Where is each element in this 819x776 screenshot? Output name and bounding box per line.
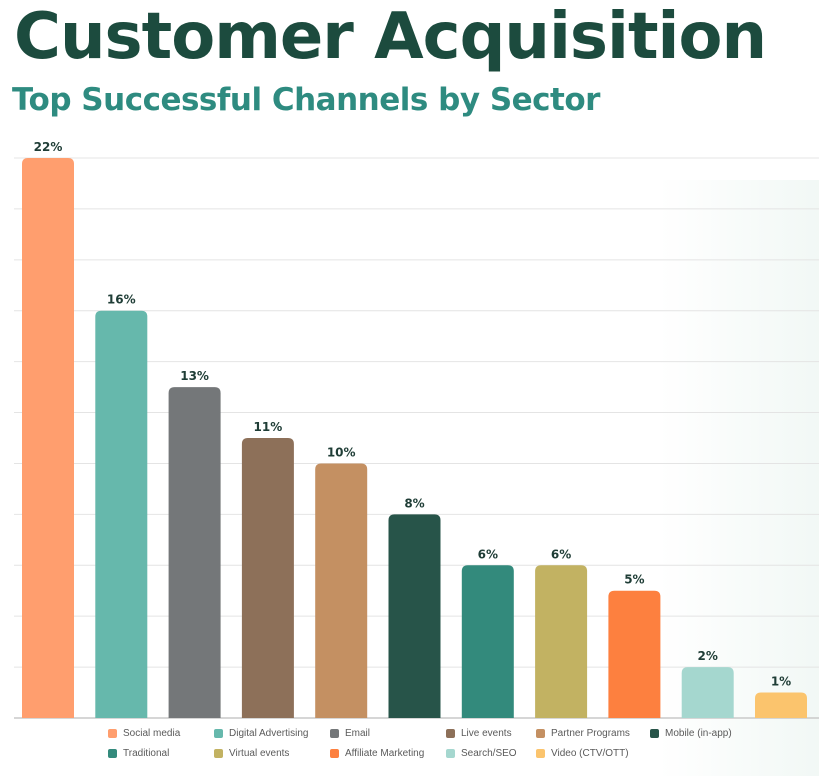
bar-mobile-in-app (388, 514, 441, 718)
legend-item: Video (CTV/OTT) (536, 748, 650, 759)
legend-item: Social media (108, 728, 214, 739)
legend-item: Search/SEO (446, 748, 536, 759)
legend-label: Traditional (123, 748, 170, 759)
data-labels: 22% 16% 13% 11% 10% 8% 6% 6% 5% 2% 1% (34, 140, 792, 689)
legend-label: Video (CTV/OTT) (551, 748, 629, 759)
legend-label: Partner Programs (551, 728, 630, 739)
legend-swatch (330, 729, 339, 738)
legend-swatch (650, 729, 659, 738)
data-label: 13% (180, 369, 209, 383)
bar-search-seo (681, 667, 734, 718)
legend-item: Traditional (108, 748, 214, 759)
data-label: 5% (624, 573, 644, 587)
bar-email (168, 387, 221, 718)
legend-label: Virtual events (229, 748, 290, 759)
legend-item: Email (330, 728, 446, 739)
legend-item: Affiliate Marketing (330, 748, 446, 759)
bar-digital-advertising (95, 310, 148, 718)
legend-item: Live events (446, 728, 536, 739)
legend-item: Virtual events (214, 748, 330, 759)
data-label: 16% (107, 293, 136, 307)
legend-swatch (536, 729, 545, 738)
legend-label: Email (345, 728, 371, 739)
legend-label: Affiliate Marketing (345, 748, 425, 759)
legend-swatch (536, 749, 545, 758)
legend-swatch (446, 749, 455, 758)
legend-item: Digital Advertising (214, 728, 330, 739)
bar-live-events (241, 438, 294, 718)
legend-label: Live events (461, 728, 512, 739)
legend-label: Search/SEO (461, 748, 517, 759)
data-label: 8% (404, 496, 424, 510)
bar-social-media (22, 158, 74, 718)
chart-title: Customer Acquisition (14, 0, 767, 74)
data-label: 11% (254, 420, 283, 434)
legend-swatch (108, 749, 117, 758)
legend-swatch (214, 749, 223, 758)
data-label: 22% (34, 140, 63, 154)
chart-subtitle: Top Successful Channels by Sector (12, 82, 600, 118)
legend-swatch (446, 729, 455, 738)
bar-virtual-events (535, 565, 588, 718)
legend-label: Mobile (in-app) (665, 728, 732, 739)
legend-item: Mobile (in-app) (650, 728, 748, 739)
legend-item: Partner Programs (536, 728, 650, 739)
data-label: 10% (327, 445, 356, 459)
legend: Social media Digital Advertising Email Live… (108, 728, 748, 759)
legend-swatch (214, 729, 223, 738)
data-label: 1% (771, 675, 791, 689)
legend-swatch (108, 729, 117, 738)
bars (22, 158, 807, 718)
data-label: 2% (698, 649, 718, 663)
bar-partner-programs (315, 463, 368, 718)
bar-traditional (461, 565, 514, 718)
bar-video-ctv-ott (755, 692, 807, 718)
legend-swatch (330, 749, 339, 758)
data-label: 6% (551, 547, 571, 561)
bar-affiliate-marketing (608, 590, 661, 718)
legend-label: Social media (123, 728, 181, 739)
data-label: 6% (478, 547, 498, 561)
legend-label: Digital Advertising (229, 728, 309, 739)
